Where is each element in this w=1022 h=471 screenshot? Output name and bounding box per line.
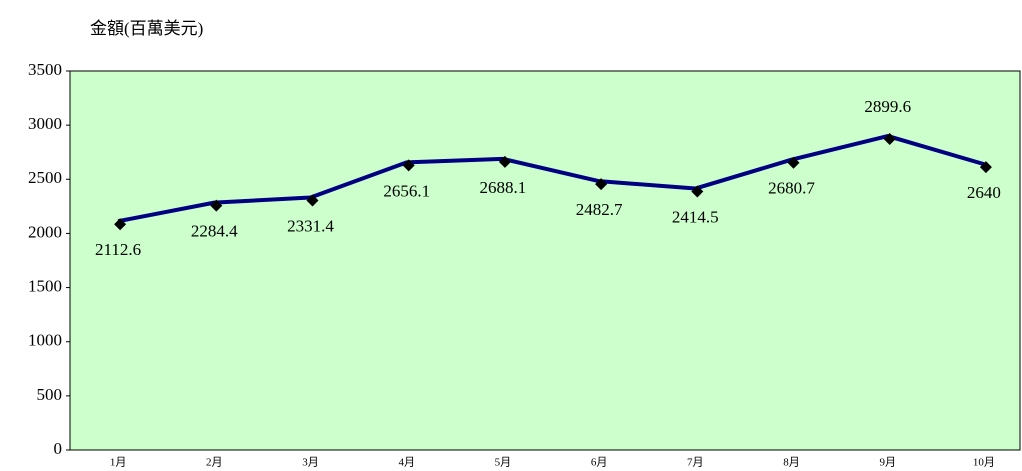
x-tick-label: 7月 [687, 457, 704, 469]
data-label: 2482.7 [576, 200, 623, 219]
marker [210, 199, 223, 212]
marker [787, 156, 800, 169]
marker [979, 161, 992, 174]
x-tick-label: 5月 [495, 457, 512, 469]
data-label: 2688.1 [480, 178, 527, 197]
marker [883, 133, 896, 146]
x-tick-label: 3月 [302, 457, 319, 469]
x-tick-label: 8月 [783, 457, 800, 469]
y-tick-label: 1000 [28, 331, 62, 350]
data-label: 2414.5 [672, 207, 719, 226]
marker [114, 218, 127, 231]
marker [595, 178, 608, 191]
y-tick-label: 500 [37, 385, 63, 404]
marker [498, 155, 511, 168]
x-tick-label: 10月 [973, 457, 995, 469]
x-tick-label: 4月 [398, 457, 415, 469]
y-tick-label: 1500 [28, 276, 62, 295]
x-tick-label: 9月 [879, 457, 896, 469]
data-label: 2899.6 [864, 97, 911, 116]
marker [691, 185, 704, 198]
data-label: 2284.4 [191, 222, 238, 241]
data-label: 2331.4 [287, 216, 334, 235]
y-tick-label: 0 [54, 439, 63, 458]
y-tick-label: 3000 [28, 114, 62, 133]
data-label: 2656.1 [383, 181, 430, 200]
x-tick-label: 1月 [110, 457, 127, 469]
x-tick-label: 2月 [206, 457, 223, 469]
marker [306, 194, 319, 207]
y-axis-title: 金額(百萬美元) [90, 19, 203, 38]
x-tick-label: 6月 [591, 457, 608, 469]
y-tick-label: 3500 [28, 60, 62, 79]
data-label: 2680.7 [768, 179, 815, 198]
marker [402, 159, 415, 172]
data-label: 2640 [967, 183, 1001, 202]
line [117, 134, 985, 224]
data-label: 2112.6 [95, 240, 141, 259]
plot-area [69, 70, 1021, 451]
y-tick-label: 2000 [28, 222, 62, 241]
y-tick-label: 2500 [28, 168, 62, 187]
